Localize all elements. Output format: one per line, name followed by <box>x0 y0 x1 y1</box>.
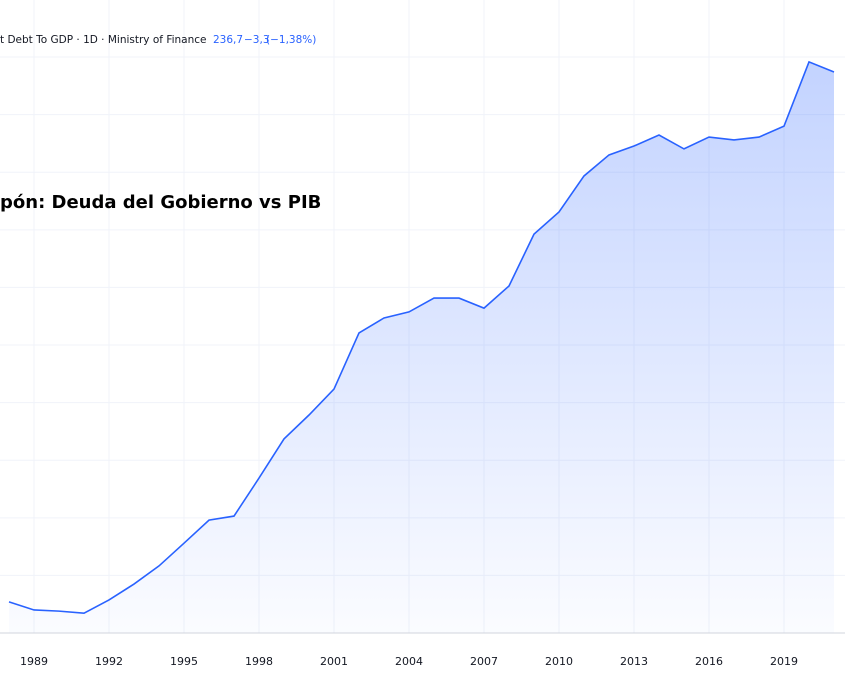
legend-last: 236,7 <box>213 34 243 46</box>
x-tick-label: 1998 <box>245 655 273 668</box>
legend-change: −3,3 <box>244 34 270 46</box>
line <box>8 60 835 614</box>
x-tick-label: 2010 <box>545 655 573 668</box>
x-tick-label: 1995 <box>170 655 198 668</box>
x-tick-label: 2004 <box>395 655 423 668</box>
legend-change-pct: (−1,38%) <box>266 34 316 46</box>
chart-title: pón: Deuda del Gobierno vs PIB <box>0 192 321 213</box>
area-fill <box>9 61 834 633</box>
x-tick-label: 2016 <box>695 655 723 668</box>
x-tick-label: 2007 <box>470 655 498 668</box>
x-tick-label: 2019 <box>770 655 798 668</box>
x-tick-label: 2013 <box>620 655 648 668</box>
legend-symbol: t Debt To GDP · 1D · Ministry of Finance <box>0 34 207 46</box>
x-tick-label: 2001 <box>320 655 348 668</box>
x-tick-label: 1992 <box>95 655 123 668</box>
x-tick-label: 1989 <box>20 655 48 668</box>
